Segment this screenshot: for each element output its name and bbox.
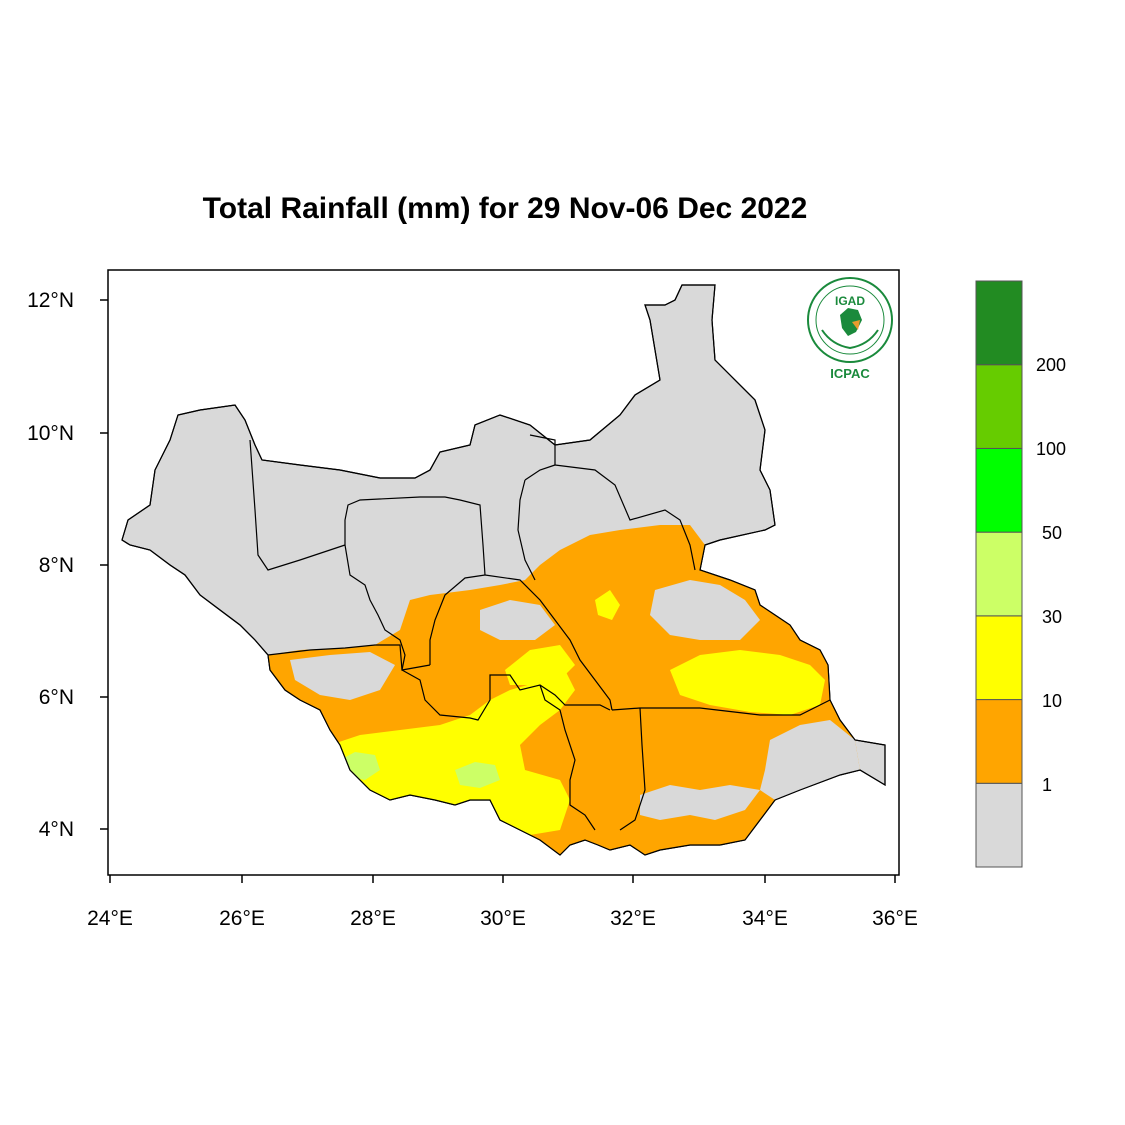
y-tick-label: 4°N — [39, 818, 74, 841]
map-title: Total Rainfall (mm) for 29 Nov-06 Dec 20… — [202, 192, 808, 225]
dry-patch-south — [640, 785, 760, 820]
x-tick-label: 24°E — [87, 907, 133, 930]
x-tick-label: 32°E — [610, 907, 656, 930]
colorbar-label: 50 — [1042, 523, 1062, 543]
y-tick-label: 10°N — [27, 422, 74, 445]
dry-patch-southeast — [760, 720, 860, 800]
colorbar-swatch — [975, 364, 1023, 449]
colorbar-label: 1 — [1042, 775, 1052, 795]
rain-band-lightgreen-2 — [455, 762, 500, 788]
dry-patch-west — [290, 652, 395, 700]
colorbar-swatch — [975, 447, 1023, 533]
colorbar-swatch — [975, 699, 1023, 784]
x-tick-label: 36°E — [872, 907, 918, 930]
dry-patch-central — [480, 600, 555, 640]
colorbar-swatch — [975, 531, 1023, 617]
rain-band-yellow-central — [505, 645, 575, 685]
colorbar-label: 100 — [1036, 439, 1066, 459]
rain-band-yellow-patch — [595, 590, 620, 620]
state-boundaries — [249, 434, 831, 831]
dry-patch-east — [650, 580, 760, 640]
x-tick-label: 26°E — [219, 907, 265, 930]
y-tick-label: 6°N — [39, 686, 74, 709]
x-tick-label: 34°E — [742, 907, 788, 930]
colorbar — [975, 280, 1023, 868]
logo-bottom-text: ICPAC — [830, 366, 870, 381]
country-outline — [121, 284, 886, 856]
colorbar-labels: 1 10 30 50 100 200 — [1036, 355, 1066, 795]
colorbar-label: 200 — [1036, 355, 1066, 375]
colorbar-swatch — [975, 782, 1023, 868]
logo-top-text: IGAD — [835, 294, 865, 308]
colorbar-swatch — [975, 615, 1023, 701]
x-tick-label: 28°E — [350, 907, 396, 930]
colorbar-swatch — [975, 280, 1023, 366]
colorbar-label: 10 — [1042, 691, 1062, 711]
rain-band-yellow-east — [670, 650, 825, 715]
rain-band-yellow-southwest — [330, 670, 575, 835]
colorbar-label: 30 — [1042, 607, 1062, 627]
x-axis — [109, 875, 896, 883]
igad-icpac-logo: IGAD ICPAC — [807, 277, 893, 381]
rainfall-overlays — [268, 525, 860, 855]
y-axis — [100, 299, 108, 830]
y-tick-label: 12°N — [27, 289, 74, 312]
y-tick-label: 8°N — [39, 554, 74, 577]
x-tick-label: 30°E — [480, 907, 526, 930]
